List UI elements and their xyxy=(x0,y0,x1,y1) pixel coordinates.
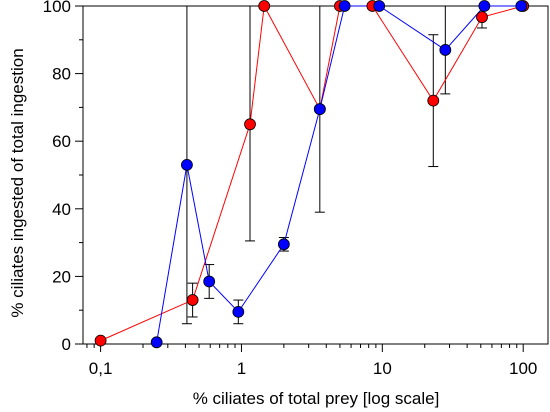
data-point-1 xyxy=(313,103,326,115)
y-tick-label: 0 xyxy=(62,335,71,354)
data-point-1 xyxy=(439,44,452,56)
data-point-1 xyxy=(478,0,491,12)
x-axis-title: % ciliates of total prey [log scale] xyxy=(193,389,440,408)
y-tick-label: 80 xyxy=(52,65,71,84)
data-point-1 xyxy=(203,275,216,288)
data-point-0 xyxy=(258,0,271,12)
data-point-1 xyxy=(150,336,163,349)
data-point-0 xyxy=(427,94,440,107)
plot-frame xyxy=(82,5,549,345)
data-point-1 xyxy=(338,0,351,12)
data-point-1 xyxy=(232,305,245,318)
x-tick-label: 0,1 xyxy=(89,359,113,378)
y-tick-label: 40 xyxy=(52,200,71,219)
y-tick-label: 100 xyxy=(43,0,71,16)
x-tick-label: 1 xyxy=(237,359,246,378)
data-point-1 xyxy=(515,0,528,12)
x-tick-label: 100 xyxy=(509,359,537,378)
data-point-1 xyxy=(277,238,290,251)
y-axis-title: % ciliates ingested of total ingestion xyxy=(8,48,27,317)
data-point-1 xyxy=(373,0,386,12)
y-tick-label: 60 xyxy=(52,132,71,151)
data-point-1 xyxy=(181,158,193,171)
data-point-0 xyxy=(476,11,488,24)
data-point-0 xyxy=(244,118,256,131)
x-tick-label: 10 xyxy=(373,359,392,378)
series-line-1 xyxy=(156,5,522,343)
data-point-0 xyxy=(186,294,199,306)
series-line-0 xyxy=(100,4,524,342)
y-tick-label: 20 xyxy=(52,267,71,286)
data-point-0 xyxy=(94,334,107,347)
